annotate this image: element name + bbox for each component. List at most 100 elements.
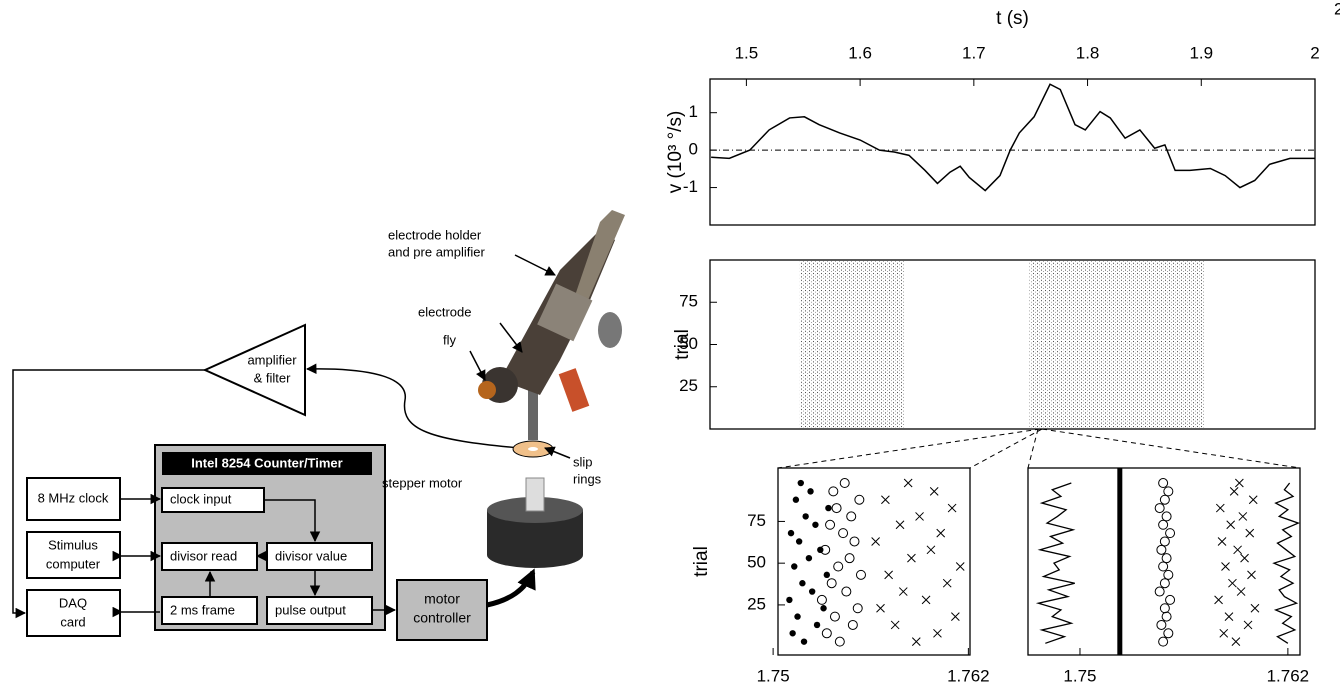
point — [1159, 494, 1170, 505]
point — [903, 478, 913, 488]
arrow — [544, 446, 571, 459]
point — [1159, 578, 1170, 589]
charts: -1 0 1v (10³ °/s) 1.5 1.6 1.7 1.8 1.9 2 t (s) 25 50… — [665, 8, 1320, 685]
label: pulse output — [275, 602, 346, 617]
block — [266, 542, 373, 571]
point — [1215, 503, 1225, 513]
point — [876, 603, 885, 613]
y-tick-label: 25 — [747, 594, 766, 613]
wire — [12, 369, 205, 619]
label: fly — [443, 332, 457, 347]
page-number: 2 — [1334, 0, 1340, 18]
point — [813, 621, 821, 629]
point — [921, 595, 931, 605]
point — [844, 553, 855, 564]
point — [933, 628, 942, 638]
label: Stimulus — [48, 537, 98, 552]
counter-title: Intel 8254 Counter/Timer — [191, 455, 342, 470]
y-tick-label: 50 — [679, 334, 698, 353]
stepper-motor — [487, 510, 583, 568]
point — [1219, 628, 1229, 638]
trace-line — [1272, 482, 1301, 644]
point — [805, 554, 813, 562]
point — [839, 478, 850, 489]
label: 8 MHz clock — [38, 490, 109, 505]
y-tick-label: 25 — [679, 376, 698, 395]
point — [1250, 603, 1260, 613]
block — [26, 477, 121, 521]
point — [1243, 620, 1253, 630]
point — [1161, 611, 1172, 622]
y-axis-label: trial — [691, 546, 712, 577]
point — [829, 611, 840, 622]
point — [947, 503, 957, 513]
point — [955, 562, 965, 571]
block — [161, 542, 258, 571]
zoom-connectors — [777, 428, 1301, 469]
point — [834, 636, 845, 647]
plot-frame — [1027, 467, 1301, 656]
label: amplifier — [247, 352, 297, 367]
label: card — [60, 614, 85, 629]
point — [1221, 562, 1230, 571]
point — [825, 504, 832, 512]
point — [795, 538, 803, 545]
y-axis-label: v (10³ °/s) — [665, 111, 686, 194]
point — [1236, 587, 1246, 596]
label: motor — [424, 591, 460, 607]
x-tick-label: 2 — [1310, 43, 1319, 62]
point — [841, 586, 852, 597]
point — [821, 628, 832, 639]
point — [794, 613, 801, 620]
label: & filter — [254, 370, 292, 385]
point — [820, 605, 827, 612]
point — [1233, 545, 1242, 555]
block — [396, 579, 488, 641]
point — [1161, 553, 1172, 564]
label: DAQ — [59, 595, 87, 610]
point — [1229, 487, 1239, 496]
trace-line — [1035, 482, 1076, 644]
point — [802, 513, 809, 520]
point — [1248, 495, 1258, 505]
arrow — [499, 322, 523, 353]
point — [907, 553, 916, 563]
point — [812, 521, 819, 528]
arrow — [264, 499, 321, 543]
x-axis-label: t (s) — [996, 8, 1029, 29]
spike-band — [799, 261, 905, 428]
label: electrode — [418, 304, 471, 319]
block-diagram: amplifier & filter Intel 8254 Counter/Ti… — [12, 210, 625, 641]
point — [1247, 570, 1256, 580]
point — [926, 545, 936, 555]
point — [898, 587, 908, 596]
point — [800, 638, 808, 645]
point — [1231, 637, 1241, 646]
point — [1165, 594, 1176, 605]
y-tick-label: 50 — [747, 553, 766, 572]
point — [1158, 519, 1169, 530]
spindle — [525, 477, 545, 512]
plot-frame — [777, 467, 971, 656]
point — [1217, 537, 1227, 546]
label: rings — [573, 471, 602, 486]
point — [1228, 578, 1237, 588]
point — [1240, 553, 1249, 563]
point — [1163, 628, 1174, 639]
x-tick-label: 1.7 — [962, 43, 986, 62]
point — [823, 571, 831, 579]
point — [826, 578, 837, 589]
point — [1245, 528, 1255, 538]
point — [833, 561, 844, 572]
x-tick-label: 1.762 — [1267, 666, 1310, 685]
point — [808, 588, 816, 595]
point — [849, 536, 860, 547]
point — [838, 528, 849, 539]
arrow — [486, 568, 536, 608]
block — [266, 596, 373, 625]
line — [711, 83, 1315, 192]
y-tick-label: 1 — [689, 102, 698, 121]
point — [825, 519, 836, 530]
point — [1235, 478, 1244, 488]
